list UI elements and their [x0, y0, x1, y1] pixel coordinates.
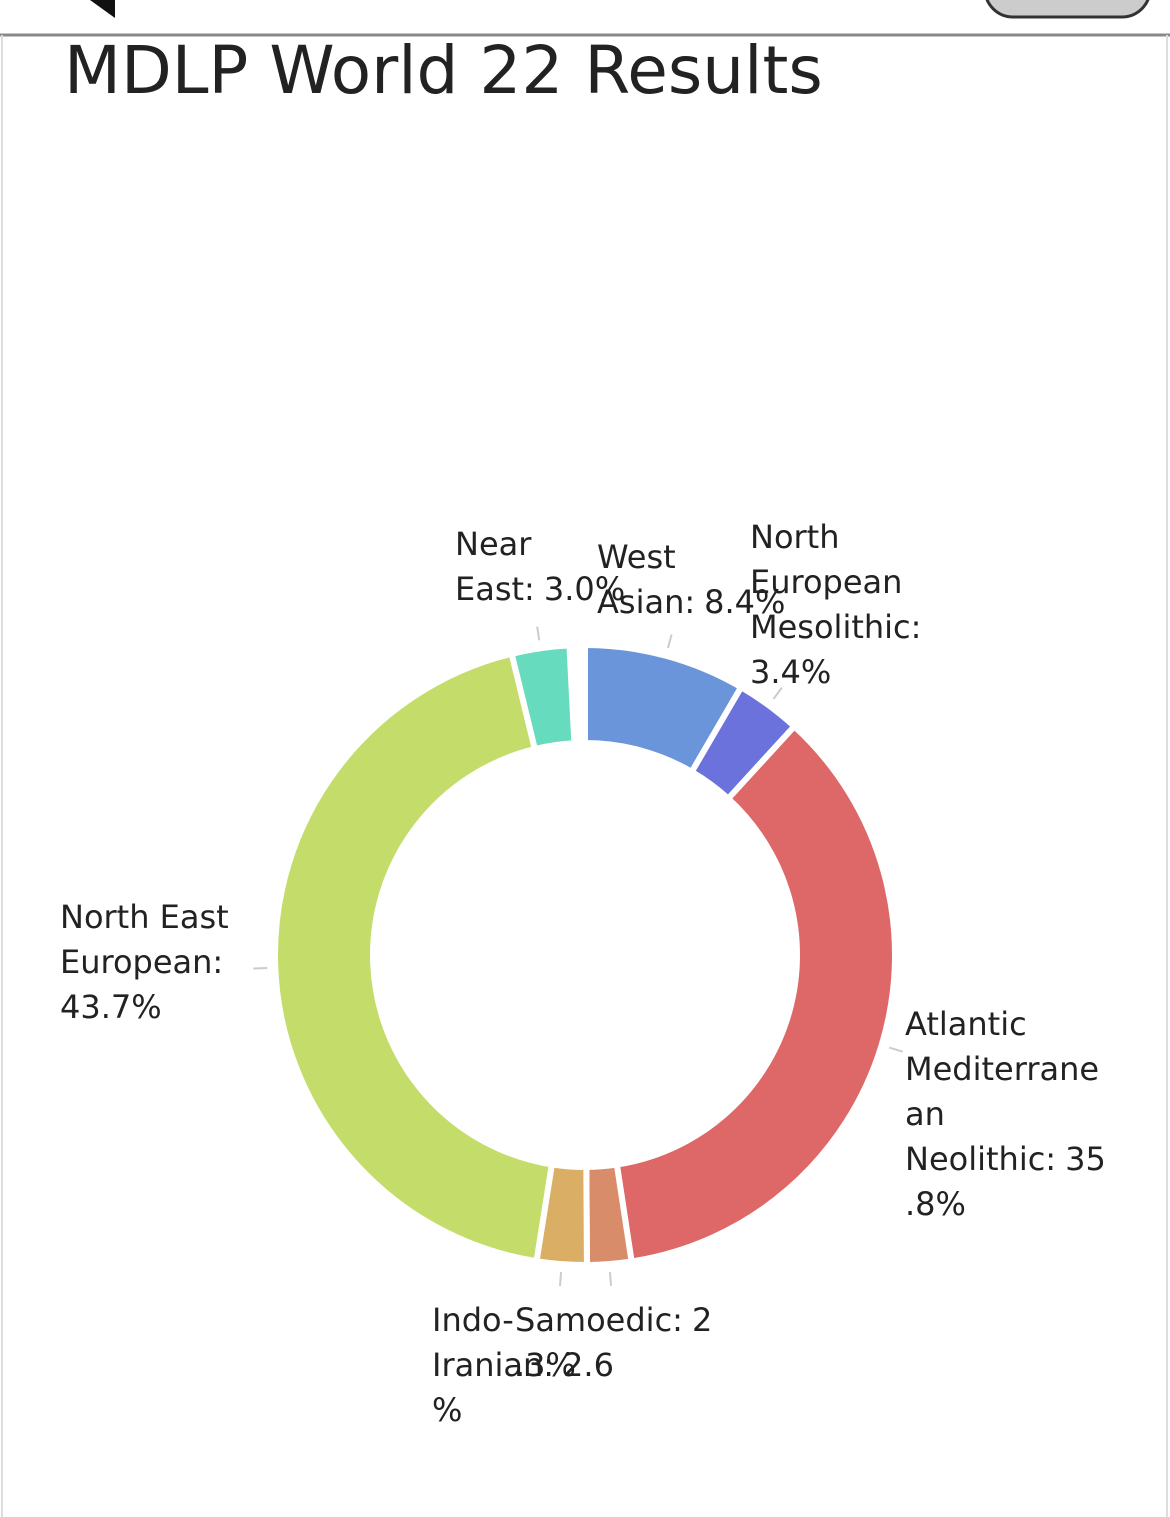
- slice-label: North European Mesolithic: 3.4%: [750, 515, 950, 695]
- donut-slice: [613, 722, 898, 1265]
- slice-value: 43.7%: [60, 988, 162, 1026]
- slice-label: Indo-Iranian: 2.6%: [432, 1298, 632, 1433]
- slice-name: North East European:: [60, 898, 229, 981]
- slice-name: Near East:: [455, 525, 535, 608]
- slice-value: 2.6%: [432, 1346, 614, 1429]
- leader-line: [888, 1046, 903, 1053]
- slice-label: West Asian: 8.4%: [597, 535, 827, 625]
- slice-label: Near East: 3.0%: [455, 522, 645, 612]
- slice-name: Samoedic:: [515, 1301, 683, 1339]
- donut-slice: [272, 650, 556, 1265]
- slice-name: Atlantic Mediterranean Neolithic:: [905, 1005, 1100, 1178]
- chart-title: MDLP World 22 Results: [64, 32, 823, 109]
- slice-name: Indo-Iranian:: [432, 1301, 555, 1384]
- slice-value: 3.4%: [750, 653, 832, 691]
- slice-label: Atlantic Mediterranean Neolithic: 35.8%: [905, 1002, 1110, 1227]
- leader-line: [608, 1271, 613, 1287]
- top-bar: [0, 0, 1170, 35]
- donut: [253, 626, 903, 1287]
- leader-line: [666, 634, 673, 649]
- slice-name: North European Mesolithic:: [750, 518, 922, 646]
- slice-value: 35.8%: [905, 1140, 1106, 1223]
- donut-slice: [508, 642, 578, 753]
- slice-value: 8.4%: [704, 583, 786, 621]
- slice-value: 3.0%: [543, 570, 626, 608]
- slice-value: 2.3%: [515, 1301, 713, 1384]
- slice-label: Samoedic: 2.3%: [515, 1298, 715, 1388]
- menu-button[interactable]: [985, 0, 1150, 19]
- slice-name: West Asian:: [597, 538, 696, 621]
- leader-line: [253, 966, 268, 970]
- leader-line: [558, 1272, 563, 1287]
- slice-label: North East European: 43.7%: [60, 895, 250, 1030]
- back-button[interactable]: [90, 0, 115, 18]
- leader-line: [536, 626, 541, 641]
- leader-line: [772, 687, 783, 700]
